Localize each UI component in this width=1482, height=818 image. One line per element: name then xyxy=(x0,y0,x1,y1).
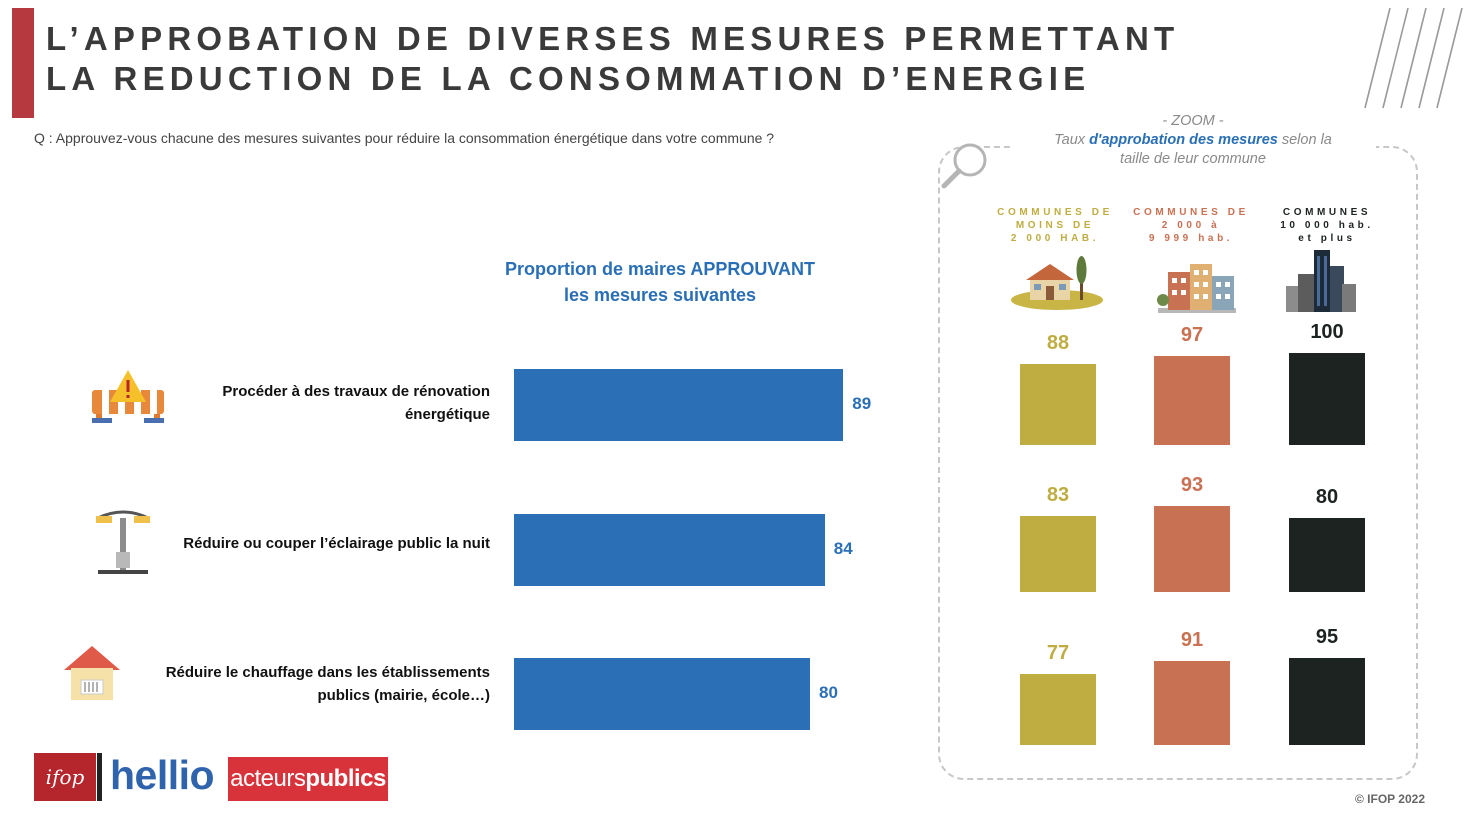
zoom-square-large-renovation xyxy=(1289,353,1365,445)
acteurspublics-logo: acteurspublics xyxy=(228,757,388,801)
row-label-heating: Réduire le chauffage dans les établissem… xyxy=(90,661,490,707)
zoom-value-small-heating: 77 xyxy=(1046,642,1070,665)
survey-question: Q : Approuvez-vous chacune des mesures s… xyxy=(34,130,775,146)
zoom-square-small-renovation xyxy=(1020,364,1096,445)
roadwork-barrier-icon xyxy=(92,370,164,423)
zoom-square-large-lighting xyxy=(1289,518,1365,592)
main-chart-title-line-1: Proportion de maires APPROUVANT xyxy=(504,259,816,279)
zoom-value-large-renovation: 100 xyxy=(1310,321,1344,343)
row-label-renovation-line-2: énergétique xyxy=(404,406,490,423)
decorative-slashes xyxy=(1364,8,1463,109)
zoom-title: - ZOOM - Taux d'approbation des mesures … xyxy=(1010,112,1376,169)
column-header-medium: COMMUNES DE 2 000 à 9 999 hab. xyxy=(1133,207,1249,244)
zoom-value-large-lighting: 80 xyxy=(1315,486,1339,509)
row-label-renovation-line-1: Procéder à des travaux de rénovation xyxy=(222,383,490,400)
town-icon xyxy=(1157,264,1236,313)
row-label-heating-line-2: publics (mairie, école…) xyxy=(317,687,490,704)
zoom-square-medium-renovation xyxy=(1154,355,1230,445)
zoom-value-medium-lighting: 93 xyxy=(1180,474,1204,497)
column-header-large: COMMUNES 10 000 hab. et plus xyxy=(1280,207,1374,244)
bar-value-renovation: 89 xyxy=(852,394,872,413)
street-lamp-icon xyxy=(96,510,150,574)
main-chart-title: Proportion de maires APPROUVANT les mesu… xyxy=(470,256,850,308)
page-title-line-1: L’APPROBATION DE DIVERSES MESURES PERMET… xyxy=(46,20,1180,57)
zoom-square-large-heating xyxy=(1289,657,1365,745)
magnifier-icon xyxy=(941,143,987,189)
zoom-value-small-lighting: 83 xyxy=(1046,483,1070,506)
zoom-square-small-lighting xyxy=(1020,515,1096,592)
zoom-subtitle-line-2: taille de leur commune xyxy=(1120,151,1266,167)
zoom-square-medium-lighting xyxy=(1154,506,1230,592)
bar-lighting xyxy=(514,514,825,586)
heated-house-icon xyxy=(64,646,120,700)
bar-renovation xyxy=(514,369,844,441)
zoom-value-medium-heating: 91 xyxy=(1180,629,1204,652)
zoom-label: - ZOOM - xyxy=(1162,113,1224,129)
hellio-logo: hellio xyxy=(110,752,215,798)
copyright: © IFOP 2022 xyxy=(1355,792,1425,806)
row-label-lighting-line-1: Réduire ou couper l’éclairage public la … xyxy=(183,535,490,552)
zoom-value-large-heating: 95 xyxy=(1315,625,1339,648)
row-label-renovation: Procéder à des travaux de rénovation éne… xyxy=(90,380,490,426)
logo-separator xyxy=(97,753,102,801)
zoom-value-medium-renovation: 97 xyxy=(1180,323,1204,346)
title-accent-bar xyxy=(12,8,34,118)
page-title-line-2: LA REDUCTION DE LA CONSOMMATION D’ENERGI… xyxy=(46,60,1091,97)
row-label-lighting: Réduire ou couper l’éclairage public la … xyxy=(90,532,490,555)
bar-value-heating: 80 xyxy=(819,683,838,702)
column-header-small: COMMUNES DE MOINS DE 2 000 HAB. xyxy=(997,207,1113,244)
zoom-square-small-heating xyxy=(1020,674,1096,745)
city-icon xyxy=(1286,250,1356,312)
ifop-logo: ifop xyxy=(34,753,96,801)
zoom-value-small-renovation: 88 xyxy=(1046,332,1070,355)
row-label-heating-line-1: Réduire le chauffage dans les établissem… xyxy=(165,664,490,681)
bar-heating xyxy=(514,658,810,730)
village-icon xyxy=(1011,256,1103,310)
zoom-square-medium-heating xyxy=(1154,661,1230,745)
bar-value-lighting: 84 xyxy=(833,539,853,558)
main-chart-title-line-2: les mesures suivantes xyxy=(563,285,757,305)
zoom-subtitle-line-1: Taux d'approbation des mesures selon la xyxy=(1054,132,1332,148)
